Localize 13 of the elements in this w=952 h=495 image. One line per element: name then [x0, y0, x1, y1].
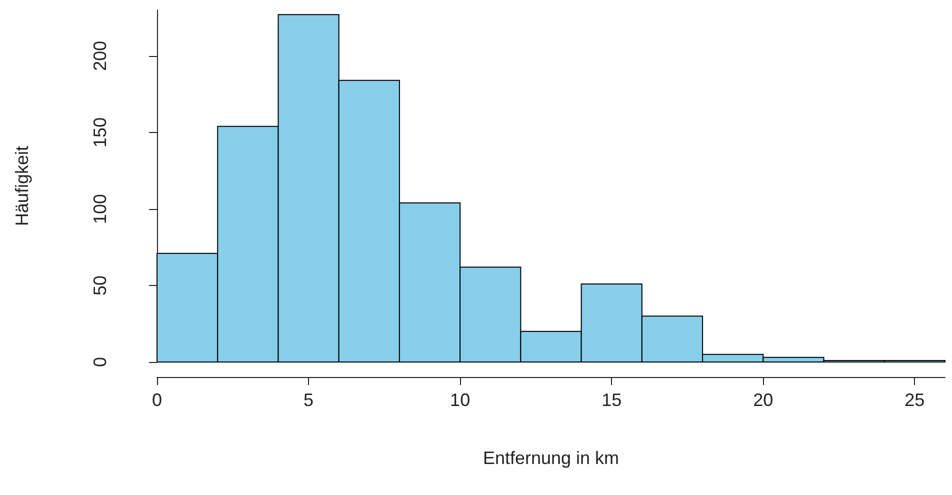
y-axis-title: Häufigkeit — [12, 146, 32, 226]
y-tick-label: 150 — [90, 117, 110, 148]
x-axis-title: Entfernung in km — [482, 448, 620, 468]
y-tick-label: 200 — [90, 40, 110, 71]
x-tick-label: 0 — [152, 390, 162, 410]
x-tick-label: 20 — [753, 390, 774, 410]
y-tick-label: 0 — [90, 356, 110, 368]
x-tick-label: 5 — [304, 390, 314, 410]
x-tick-label: 10 — [450, 390, 470, 410]
y-tick-label: 50 — [90, 275, 110, 296]
x-tick-label: 15 — [602, 390, 622, 410]
y-tick-label: 100 — [90, 194, 110, 224]
x-tick-label: 25 — [904, 390, 925, 410]
